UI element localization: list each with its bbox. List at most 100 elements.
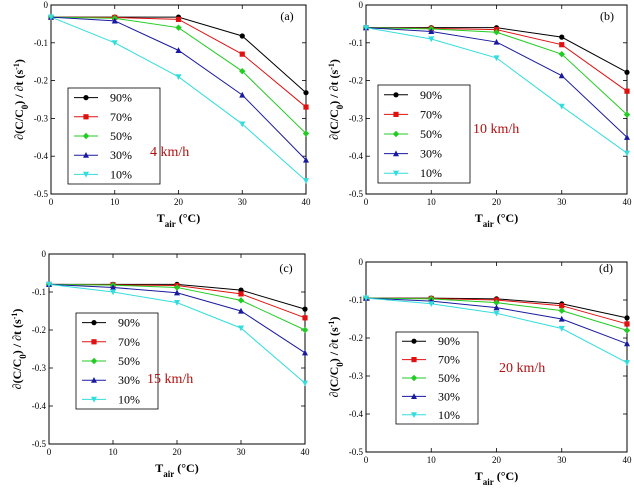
chart-panel-4: 0 10 20 30 40 0 -0.1 -0.2 -0.3 -0.4 -0.5 Tair (°C) ∂… <box>327 257 633 487</box>
data-point <box>559 42 565 48</box>
x-tick-label: 40 <box>623 197 633 207</box>
legend-marker <box>393 92 399 98</box>
data-point <box>239 67 246 75</box>
x-tick-label: 30 <box>237 447 247 457</box>
legend-marker <box>393 150 399 157</box>
legend-marker <box>91 396 97 403</box>
legend-marker <box>91 320 97 326</box>
data-point <box>303 178 309 184</box>
y-tick-label: -0.2 <box>349 76 363 86</box>
x-tick-label: 20 <box>173 447 183 457</box>
data-point <box>238 325 244 332</box>
data-point <box>238 291 244 297</box>
y-axis-label: ∂(C/C0) / ∂t (s-1) <box>10 309 29 390</box>
data-point <box>624 321 630 327</box>
y-tick-label: -0.1 <box>349 295 363 305</box>
data-point <box>302 380 308 387</box>
data-point <box>624 150 630 157</box>
data-point <box>302 315 308 321</box>
legend-label: 30% <box>438 389 460 403</box>
data-point <box>624 88 630 94</box>
data-point <box>238 307 244 314</box>
y-tick-label: -0.5 <box>349 447 364 457</box>
legend-label: 50% <box>110 129 132 143</box>
x-tick-label: 10 <box>110 197 120 207</box>
legend-marker <box>83 171 89 178</box>
x-tick-label: 20 <box>492 455 502 465</box>
legend-label: 30% <box>118 373 140 387</box>
data-point <box>624 134 630 140</box>
data-point <box>175 47 182 53</box>
y-tick-label: -0.4 <box>349 409 364 419</box>
y-tick-label: -0.1 <box>32 287 46 297</box>
data-point <box>428 28 435 35</box>
panel-label: (b) <box>600 9 614 23</box>
x-axis-label: Tair (°C) <box>155 461 198 479</box>
x-tick-label: 30 <box>557 455 567 465</box>
data-point <box>558 325 565 332</box>
x-tick-label: 20 <box>492 197 502 207</box>
data-point <box>239 121 246 128</box>
data-point <box>624 340 630 347</box>
legend-label: 10% <box>110 167 132 181</box>
legend-marker <box>393 170 399 177</box>
x-tick-label: 0 <box>364 455 369 465</box>
legend-marker <box>411 357 417 363</box>
data-point <box>174 300 180 306</box>
data-point <box>558 315 565 322</box>
chart-panel-1: 0 10 20 30 40 0 -0.1 -0.2 -0.3 -0.4 -0.5 Tair (°C) ∂… <box>12 0 312 229</box>
x-tick-label: 30 <box>238 197 248 207</box>
data-point <box>558 72 565 79</box>
legend-label: 10% <box>420 166 442 180</box>
legend-label: 90% <box>420 88 442 102</box>
data-point <box>239 91 246 98</box>
legend-marker <box>411 412 417 418</box>
legend-label: 90% <box>118 316 140 330</box>
data-point <box>363 25 369 31</box>
data-point <box>558 50 565 58</box>
legend-marker <box>410 374 418 382</box>
data-point <box>493 299 500 306</box>
data-point <box>302 306 308 312</box>
x-tick-label: 40 <box>623 455 633 465</box>
legend-label: 70% <box>110 110 132 124</box>
data-point <box>237 297 245 304</box>
legend-marker <box>411 393 417 399</box>
data-point <box>559 34 565 40</box>
legend-label: 70% <box>438 353 460 367</box>
chart-panel-3: 0 10 20 30 40 0 -0.1 -0.2 -0.3 -0.4 -0.5 Tair (°C) ∂… <box>10 249 311 479</box>
data-point <box>558 307 565 314</box>
data-point <box>493 38 500 45</box>
y-tick-label: 0 <box>42 249 47 259</box>
legend-box <box>67 87 161 185</box>
legend-marker <box>83 152 89 158</box>
legend-marker <box>90 357 98 365</box>
data-point <box>302 349 308 356</box>
data-point <box>493 310 500 317</box>
legend-marker <box>82 132 90 140</box>
data-point <box>624 315 630 321</box>
data-point <box>174 289 180 296</box>
x-tick-label: 40 <box>301 447 311 457</box>
chart-panel-2: 0 10 20 30 40 0 -0.1 -0.2 -0.3 -0.4 -0.5 Tair (°C) ∂… <box>327 0 633 229</box>
x-tick-label: 10 <box>427 197 437 207</box>
y-tick-label: -0.5 <box>34 189 49 199</box>
legend-marker <box>83 95 89 101</box>
legend-label: 90% <box>438 334 460 348</box>
data-point <box>111 40 118 46</box>
data-point <box>302 130 310 137</box>
data-point <box>303 104 309 110</box>
y-tick-label: -0.5 <box>32 439 47 449</box>
data-point <box>303 156 309 163</box>
y-tick-label: -0.3 <box>34 113 49 123</box>
y-tick-label: -0.1 <box>34 38 48 48</box>
data-point <box>239 33 245 39</box>
legend-marker <box>392 130 400 138</box>
y-tick-label: -0.2 <box>32 325 46 335</box>
y-tick-label: -0.3 <box>349 371 364 381</box>
y-tick-label: -0.4 <box>349 151 364 161</box>
legend-marker <box>91 377 97 383</box>
y-tick-label: -0.2 <box>34 76 48 86</box>
data-point <box>623 327 631 334</box>
